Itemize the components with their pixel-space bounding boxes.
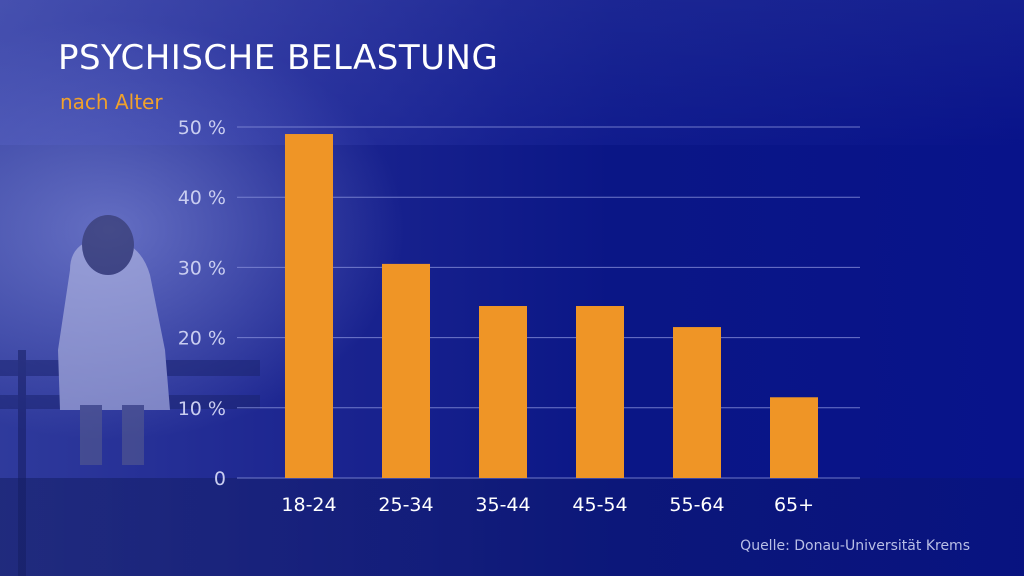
background-photo-sitting-person	[0, 215, 260, 576]
y-tick-label: 50 %	[178, 117, 226, 139]
x-tick-label: 25-34	[378, 494, 433, 516]
x-tick-label: 65+	[774, 494, 814, 516]
header-band	[0, 0, 1024, 145]
y-tick-label: 30 %	[178, 257, 226, 279]
x-tick-label: 18-24	[281, 494, 336, 516]
x-tick-label: 45-54	[572, 494, 627, 516]
y-tick-label: 0	[214, 468, 226, 490]
bar-25-34	[382, 263, 430, 478]
bar-45-54	[576, 306, 624, 478]
chart-subtitle: nach Alter	[60, 90, 163, 114]
chart-title: PSYCHISCHE BELASTUNG	[58, 38, 499, 78]
x-tick-label: 35-44	[475, 494, 530, 516]
y-tick-label: 10 %	[178, 398, 226, 420]
footer-band	[0, 478, 1024, 576]
bar-65+	[770, 397, 818, 478]
source-credit: Quelle: Donau-Universität Krems	[740, 538, 970, 554]
x-tick-label: 55-64	[669, 494, 724, 516]
y-tick-label: 20 %	[178, 328, 226, 350]
y-tick-label: 40 %	[178, 187, 226, 209]
bar-55-64	[673, 327, 721, 478]
bar-18-24	[285, 134, 333, 478]
bar-35-44	[479, 306, 527, 478]
